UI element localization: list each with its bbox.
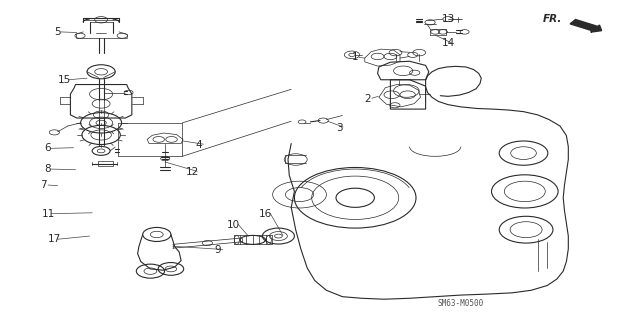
Text: 2: 2 xyxy=(365,94,371,104)
FancyArrow shape xyxy=(570,19,602,32)
Text: 8: 8 xyxy=(45,164,51,174)
Text: 9: 9 xyxy=(214,245,221,256)
Text: 4: 4 xyxy=(195,140,202,150)
Text: 12: 12 xyxy=(186,167,198,177)
Text: 15: 15 xyxy=(58,75,70,85)
Text: 5: 5 xyxy=(54,27,61,37)
Text: 17: 17 xyxy=(48,234,61,244)
Text: FR.: FR. xyxy=(543,14,562,24)
Text: 13: 13 xyxy=(442,14,454,24)
Text: 6: 6 xyxy=(45,143,51,153)
Text: 11: 11 xyxy=(42,209,54,219)
Text: 3: 3 xyxy=(336,122,342,133)
Text: 14: 14 xyxy=(442,38,454,48)
Text: 10: 10 xyxy=(227,220,240,230)
Text: 16: 16 xyxy=(259,209,272,219)
Text: SM63-M0500: SM63-M0500 xyxy=(438,299,484,308)
Text: 7: 7 xyxy=(40,180,47,190)
Text: 1: 1 xyxy=(352,52,358,63)
